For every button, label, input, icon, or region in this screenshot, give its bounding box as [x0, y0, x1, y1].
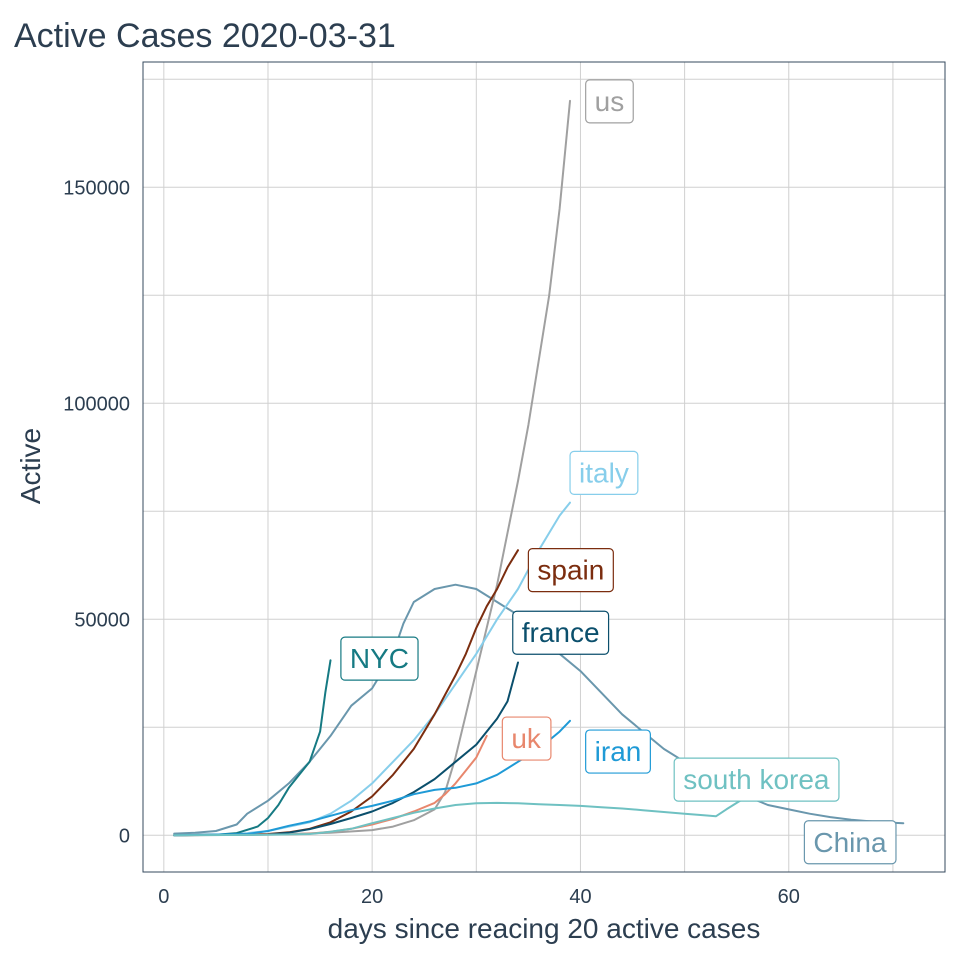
series-label-china: China — [803, 820, 897, 865]
label-box — [673, 757, 840, 802]
label-text: italy — [579, 457, 629, 488]
y-tick-label: 150000 — [63, 177, 130, 199]
series-line-nyc — [173, 659, 332, 837]
y-axis-ticks: 0 50000 100000 150000 — [63, 177, 130, 847]
chart-title: Active Cases 2020-03-31 — [14, 17, 396, 55]
series-label-france: france — [512, 610, 610, 655]
series-label-italy: italy — [569, 450, 639, 495]
y-tick-label: 0 — [119, 825, 130, 847]
label-box — [569, 450, 639, 495]
x-axis-ticks: 0 20 40 60 — [158, 886, 800, 908]
label-box — [512, 610, 610, 655]
label-text: NYC — [350, 643, 409, 674]
series-label-iran: iran — [585, 729, 651, 774]
series-label-nyc: NYC — [340, 636, 419, 681]
x-tick-label: 60 — [778, 886, 800, 908]
series-label-us: us — [585, 79, 634, 124]
label-box — [340, 636, 419, 681]
label-box — [501, 716, 552, 761]
x-tick-label: 0 — [158, 886, 169, 908]
x-axis-title: days since reacing 20 active cases — [328, 913, 761, 944]
series-label-uk: uk — [501, 716, 552, 761]
x-tick-label: 20 — [361, 886, 383, 908]
series-label-south-korea: south korea — [673, 757, 840, 802]
series-line-us — [173, 99, 571, 837]
y-tick-label: 50000 — [74, 609, 130, 631]
label-box — [585, 79, 634, 124]
label-text: south korea — [683, 764, 830, 795]
series-line-spain — [173, 549, 519, 837]
x-tick-label: 40 — [569, 886, 591, 908]
label-box — [803, 820, 897, 865]
label-text: us — [595, 86, 625, 117]
label-box — [585, 729, 651, 774]
series-line-france — [173, 661, 519, 837]
y-axis-title: Active — [15, 428, 46, 504]
series-label-spain: spain — [527, 547, 614, 593]
series-labels: China us italy spain france NYC uk iran south ko… — [340, 79, 897, 865]
label-box — [527, 547, 614, 593]
label-text: uk — [511, 723, 542, 754]
label-text: China — [813, 827, 887, 858]
plot-frame — [142, 61, 946, 873]
series-line-uk — [173, 734, 488, 837]
label-text: spain — [537, 555, 604, 586]
y-tick-label: 100000 — [63, 393, 130, 415]
label-text: france — [522, 617, 600, 648]
series-line-south-korea — [173, 795, 749, 837]
label-text: iran — [595, 736, 642, 767]
